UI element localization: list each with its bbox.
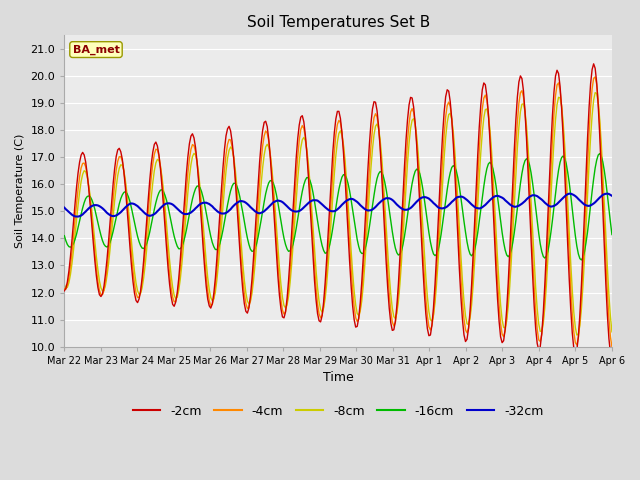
X-axis label: Time: Time (323, 372, 353, 384)
Title: Soil Temperatures Set B: Soil Temperatures Set B (246, 15, 430, 30)
Y-axis label: Soil Temperature (C): Soil Temperature (C) (15, 134, 25, 248)
Text: BA_met: BA_met (72, 45, 120, 55)
Legend: -2cm, -4cm, -8cm, -16cm, -32cm: -2cm, -4cm, -8cm, -16cm, -32cm (128, 400, 548, 423)
